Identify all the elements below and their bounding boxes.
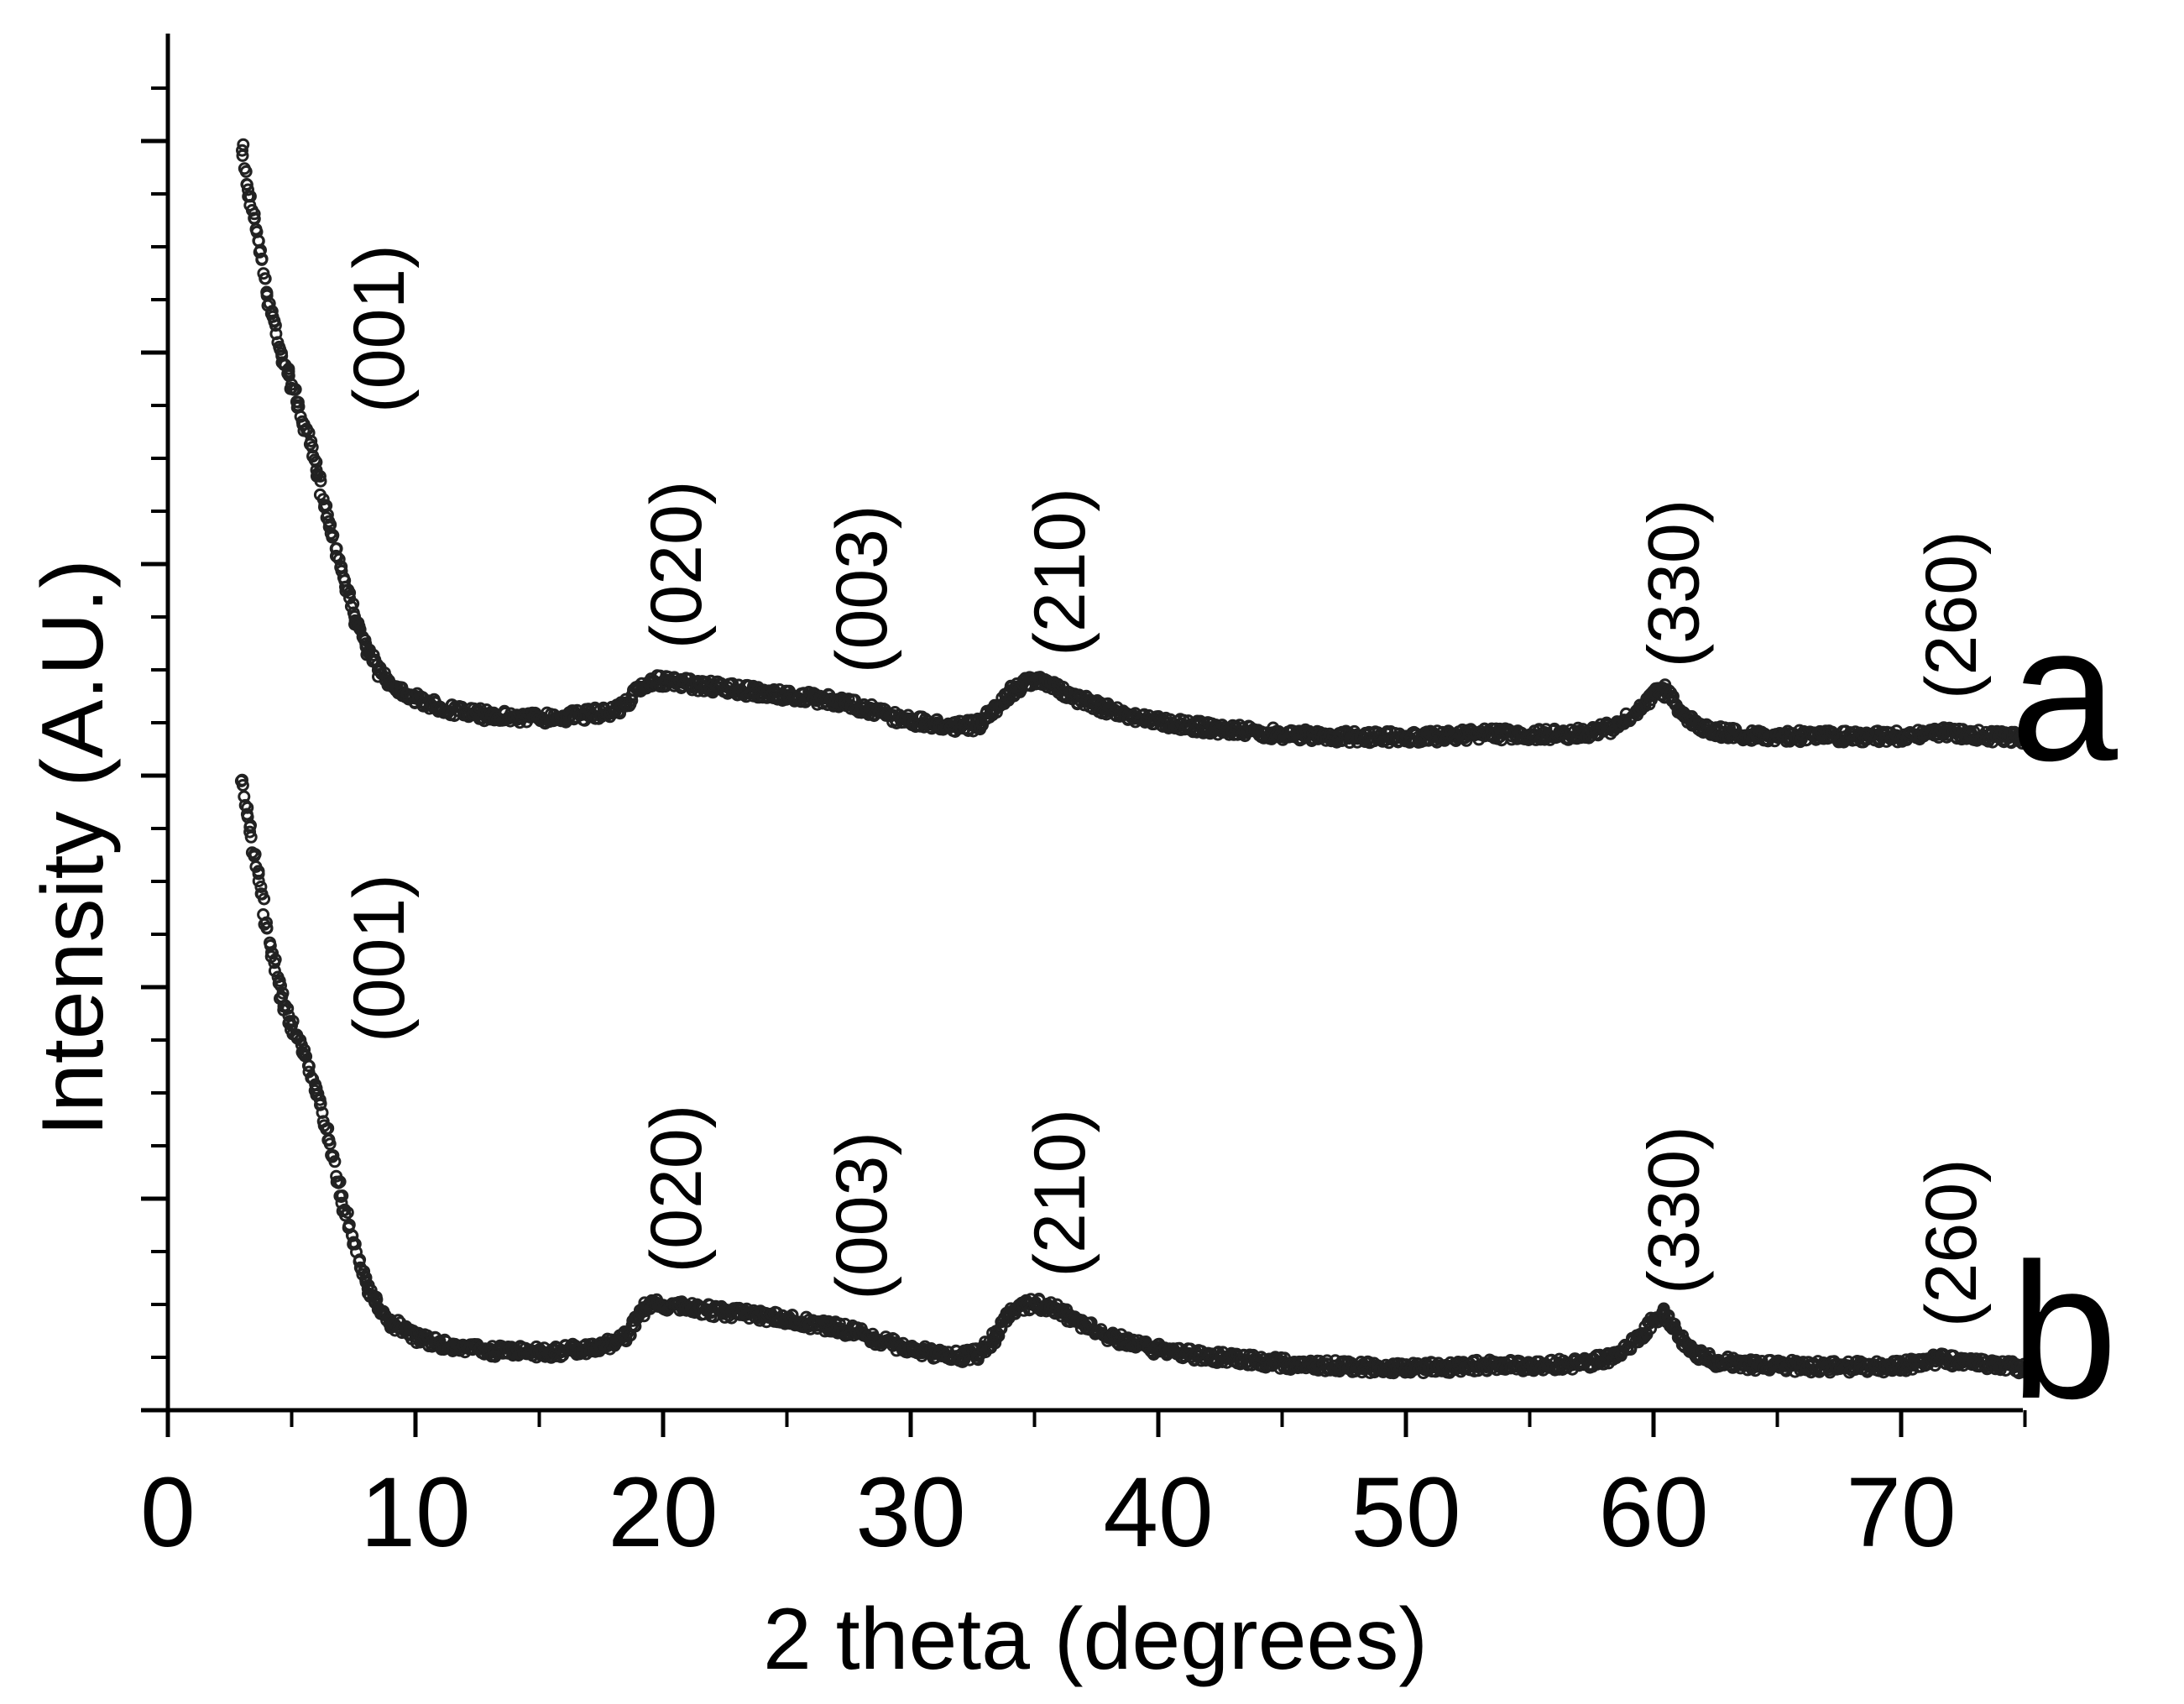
trace-label-a: a: [2010, 585, 2118, 801]
series-b-sample: [254, 881, 268, 893]
series-a-sample: [314, 474, 327, 488]
series-a-sample: [259, 272, 272, 285]
series-b-sample: [341, 1206, 354, 1220]
series-b-sample: [321, 1121, 335, 1135]
x-tick-label: 10: [360, 1457, 470, 1568]
series-a-sample: [289, 383, 302, 396]
series-b-sample: [266, 947, 280, 960]
series-a-sample: [332, 552, 346, 566]
series-b-sample: [298, 1043, 311, 1057]
series-b-sample: [248, 848, 262, 861]
series-b-sample: [258, 892, 271, 906]
series-a-point: [236, 144, 248, 157]
series-b-sample: [236, 779, 249, 792]
series-b-sample: [268, 964, 281, 978]
series-b-sample: [252, 875, 265, 888]
series-a-sample: [343, 586, 357, 599]
peak-label: (260): [1911, 1158, 1992, 1327]
series-b-sample: [286, 1015, 300, 1027]
series-a-sample: [248, 212, 261, 225]
peak-label: (001): [339, 874, 420, 1043]
series-b-sample: [327, 1149, 340, 1163]
series-b-sample: [333, 1175, 347, 1189]
series-b-sample: [238, 798, 252, 812]
peak-label: (330): [1634, 1126, 1715, 1294]
series-a-sample: [2018, 728, 2031, 741]
x-tick-label: 30: [855, 1457, 965, 1568]
series-b: [234, 773, 2031, 1380]
series-b-sample: [314, 1098, 327, 1111]
series-b-sample: [244, 830, 258, 844]
series-a-sample: [248, 207, 261, 221]
series-b-sample: [322, 1133, 336, 1147]
series-a-sample: [313, 469, 327, 483]
series-a-sample: [331, 551, 344, 563]
series-b-sample: [2017, 1365, 2030, 1378]
x-tick-label: 50: [1351, 1457, 1460, 1568]
series-b-sample: [243, 825, 257, 839]
peak-labels: (001) (020) (003) (210) (330) (260) (001) (020)…: [339, 244, 1992, 1327]
peak-label: (020): [636, 1105, 717, 1273]
series-b-sample: [244, 818, 257, 832]
x-tick-label: 0: [140, 1457, 196, 1568]
series-a-sample: [282, 365, 295, 379]
series-b-sample: [281, 1001, 295, 1015]
series-a-sample: [239, 165, 253, 178]
series-b-sample: [302, 1059, 316, 1073]
plot-series: [234, 138, 2031, 1380]
series-a-sample: [310, 456, 323, 468]
series-a-sample: [255, 253, 269, 266]
series-a-sample: [305, 435, 318, 447]
series-b-sample: [269, 953, 282, 966]
series-b-sample: [992, 1330, 1006, 1342]
peak-label: (020): [636, 481, 717, 650]
x-tick-label: 70: [1846, 1457, 1956, 1568]
series-a-sample: [269, 319, 282, 332]
peak-label: (003): [822, 504, 902, 673]
series-b-sample: [276, 986, 290, 1000]
series-b-sample: [252, 867, 265, 881]
series-b-sample: [348, 1237, 362, 1251]
series-b-sample: [338, 1203, 352, 1216]
series-b-sample: [260, 921, 274, 934]
x-axis-label: 2 theta (degrees): [763, 1591, 1428, 1688]
series-a: [236, 138, 2031, 750]
peak-label: (003): [822, 1132, 902, 1300]
series-a-sample: [236, 149, 249, 162]
series-b-sample: [335, 1196, 348, 1210]
series-b-sample: [971, 1353, 985, 1367]
series-a-sample: [316, 493, 330, 506]
x-tick-label: 60: [1598, 1457, 1708, 1568]
series-a-sample: [347, 597, 360, 610]
trace-labels: ab: [2010, 585, 2118, 1439]
series-a-sample: [240, 178, 253, 191]
x-ticks: 0 10 20 30 40 50 60 70: [140, 1410, 2027, 1568]
series-a-sample: [327, 529, 340, 542]
series-a-sample: [242, 183, 254, 196]
series-b-sample: [336, 1189, 349, 1202]
series-b-sample: [328, 1155, 342, 1168]
x-tick-label: 20: [608, 1457, 718, 1568]
series-b-sample: [274, 979, 287, 992]
trace-label-b: b: [2010, 1223, 2118, 1439]
peak-label: (330): [1634, 499, 1715, 668]
x-tick-label: 40: [1103, 1457, 1213, 1568]
series-a-sample: [282, 369, 295, 383]
series-b-sample: [990, 1332, 1003, 1346]
peak-label: (210): [1020, 488, 1100, 656]
y-axis-label: Intensity (A.U.): [24, 559, 122, 1137]
peak-label: (260): [1911, 531, 1992, 699]
y-ticks: [141, 86, 168, 1413]
peak-label: (001): [339, 244, 420, 413]
series-b-sample: [2017, 1357, 2030, 1371]
series-b-sample: [260, 916, 273, 929]
peak-label: (210): [1020, 1109, 1100, 1278]
